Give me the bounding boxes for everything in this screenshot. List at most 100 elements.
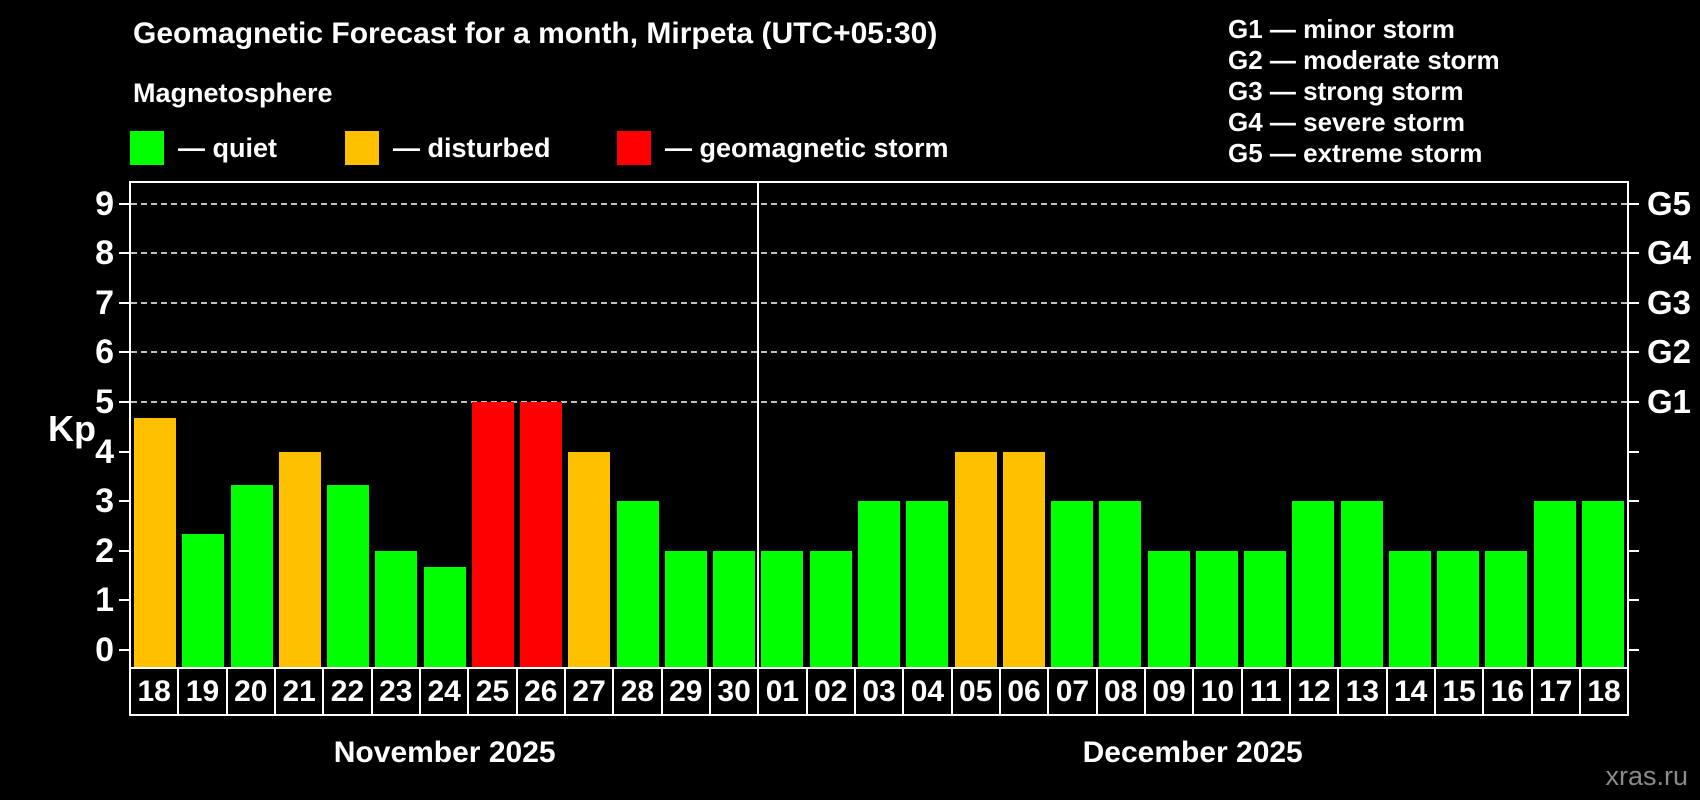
kp-bar xyxy=(858,501,900,667)
kp-bar xyxy=(1195,550,1238,667)
date-cell: 06 xyxy=(1000,669,1050,714)
kp-bar xyxy=(1292,501,1335,667)
date-cell: 14 xyxy=(1387,669,1436,714)
y-axis-tick-left xyxy=(119,351,129,354)
kp-bar xyxy=(1051,501,1094,667)
kp-bar xyxy=(1533,501,1576,667)
kp-bar xyxy=(423,567,466,667)
date-cell: 27 xyxy=(565,669,615,714)
y-axis-tick-left xyxy=(119,599,129,602)
kp-bar xyxy=(1099,501,1142,667)
date-cell: 15 xyxy=(1435,669,1485,714)
date-axis-row: 18 19 20 21 22 23 24 25 26 27 28 29 30 01 02 03 04 05 06 07… xyxy=(129,667,1629,716)
y-axis-tick-right xyxy=(1629,599,1639,602)
date-cell: 04 xyxy=(904,669,953,714)
date-cell: 12 xyxy=(1290,669,1340,714)
kp-bar xyxy=(664,550,707,667)
magnetosphere-label: Magnetosphere xyxy=(133,78,333,108)
kp-bar xyxy=(1437,550,1480,667)
y-axis-tick-right xyxy=(1629,500,1639,503)
y-axis-tick-left xyxy=(119,450,129,453)
month-divider xyxy=(757,183,760,667)
y-axis-tick-label: 2 xyxy=(95,531,114,570)
date-cell: 05 xyxy=(952,669,1001,714)
date-cell: 11 xyxy=(1242,669,1291,714)
kp-bar xyxy=(1244,550,1287,667)
g-axis-label-g5: G5 xyxy=(1647,184,1692,222)
y-axis-tick-label: 9 xyxy=(95,184,114,223)
quiet-color-swatch xyxy=(130,131,164,165)
date-cell: 28 xyxy=(614,669,663,714)
date-cell: 07 xyxy=(1049,669,1098,714)
y-axis-tick-left xyxy=(119,301,129,304)
g-axis-label-g1: G1 xyxy=(1647,383,1692,420)
legend-item-disturbed: — disturbed xyxy=(345,131,551,165)
y-axis-tick-left xyxy=(119,252,129,255)
date-cell: 16 xyxy=(1484,669,1533,714)
chart-title: Geomagnetic Forecast for a month, Mirpet… xyxy=(133,17,938,50)
disturbed-color-swatch xyxy=(345,131,379,165)
y-axis-tick-left xyxy=(119,401,129,403)
y-axis-tick-label: 8 xyxy=(95,234,114,273)
g1-legend-line: G1 — minor storm xyxy=(1228,14,1455,44)
date-cell: 08 xyxy=(1097,669,1146,714)
date-cell: 02 xyxy=(807,669,856,714)
y-axis-tick-right xyxy=(1629,351,1639,354)
kp-bar xyxy=(1147,550,1190,667)
gridline-kp6 xyxy=(131,351,1627,354)
month-label: December 2025 xyxy=(1082,736,1303,769)
kp-bar xyxy=(568,451,611,667)
date-cell: 20 xyxy=(227,669,276,714)
date-cell: 01 xyxy=(759,669,808,714)
legend-item-storm: — geomagnetic storm xyxy=(617,131,949,165)
kp-bar xyxy=(1340,501,1383,667)
y-axis-tick-left xyxy=(119,549,129,552)
kp-bar xyxy=(1002,451,1045,667)
kp-bar xyxy=(954,451,997,667)
g5-legend-line: G5 — extreme storm xyxy=(1228,138,1483,168)
y-axis-tick-label: 1 xyxy=(95,581,114,620)
date-cell: 17 xyxy=(1532,669,1581,714)
y-axis-tick-right xyxy=(1629,202,1639,205)
date-cell: 29 xyxy=(662,669,711,714)
date-cell: 10 xyxy=(1194,669,1243,714)
y-axis-tick-right xyxy=(1629,450,1639,453)
kp-bar xyxy=(809,550,852,667)
gridline-kp7 xyxy=(131,301,1627,304)
kp-bar xyxy=(520,402,563,667)
legend-label-quiet: — quiet xyxy=(178,132,277,163)
kp-bar xyxy=(906,501,949,667)
date-cell: 24 xyxy=(420,669,470,714)
legend-item-quiet: — quiet xyxy=(130,131,277,165)
kp-bar xyxy=(616,501,659,667)
kp-bar xyxy=(713,550,756,667)
y-axis-tick-label: 4 xyxy=(95,432,114,471)
kp-axis-label: Kp xyxy=(48,408,96,449)
g-axis-label-g3: G3 xyxy=(1647,283,1692,321)
date-cell: 26 xyxy=(517,669,566,714)
kp-bar xyxy=(1388,550,1431,667)
g4-legend-line: G4 — severe storm xyxy=(1228,107,1466,137)
kp-bar xyxy=(327,484,370,667)
plot-box xyxy=(129,181,1629,669)
kp-bar xyxy=(1581,501,1624,667)
date-cell: 03 xyxy=(855,669,905,714)
kp-bar xyxy=(182,534,225,667)
y-axis-tick-label: 0 xyxy=(95,631,114,669)
kp-bar xyxy=(375,550,418,667)
legend-label-storm: — geomagnetic storm xyxy=(665,132,949,163)
date-cell: 23 xyxy=(372,669,421,714)
kp-bar xyxy=(278,451,321,667)
plot-area xyxy=(131,183,1627,667)
y-axis-tick-right xyxy=(1629,401,1639,403)
date-cell: 18 xyxy=(131,669,180,714)
g3-legend-line: G3 — strong storm xyxy=(1228,76,1464,106)
y-axis-tick-left xyxy=(119,649,129,651)
storm-color-swatch xyxy=(617,131,651,165)
g2-legend-line: G2 — moderate storm xyxy=(1228,45,1500,75)
y-axis-tick-label: 5 xyxy=(95,383,114,421)
y-axis-tick-right xyxy=(1629,549,1639,552)
g-axis-label-g2: G2 xyxy=(1647,333,1692,371)
date-cell: 25 xyxy=(469,669,518,714)
